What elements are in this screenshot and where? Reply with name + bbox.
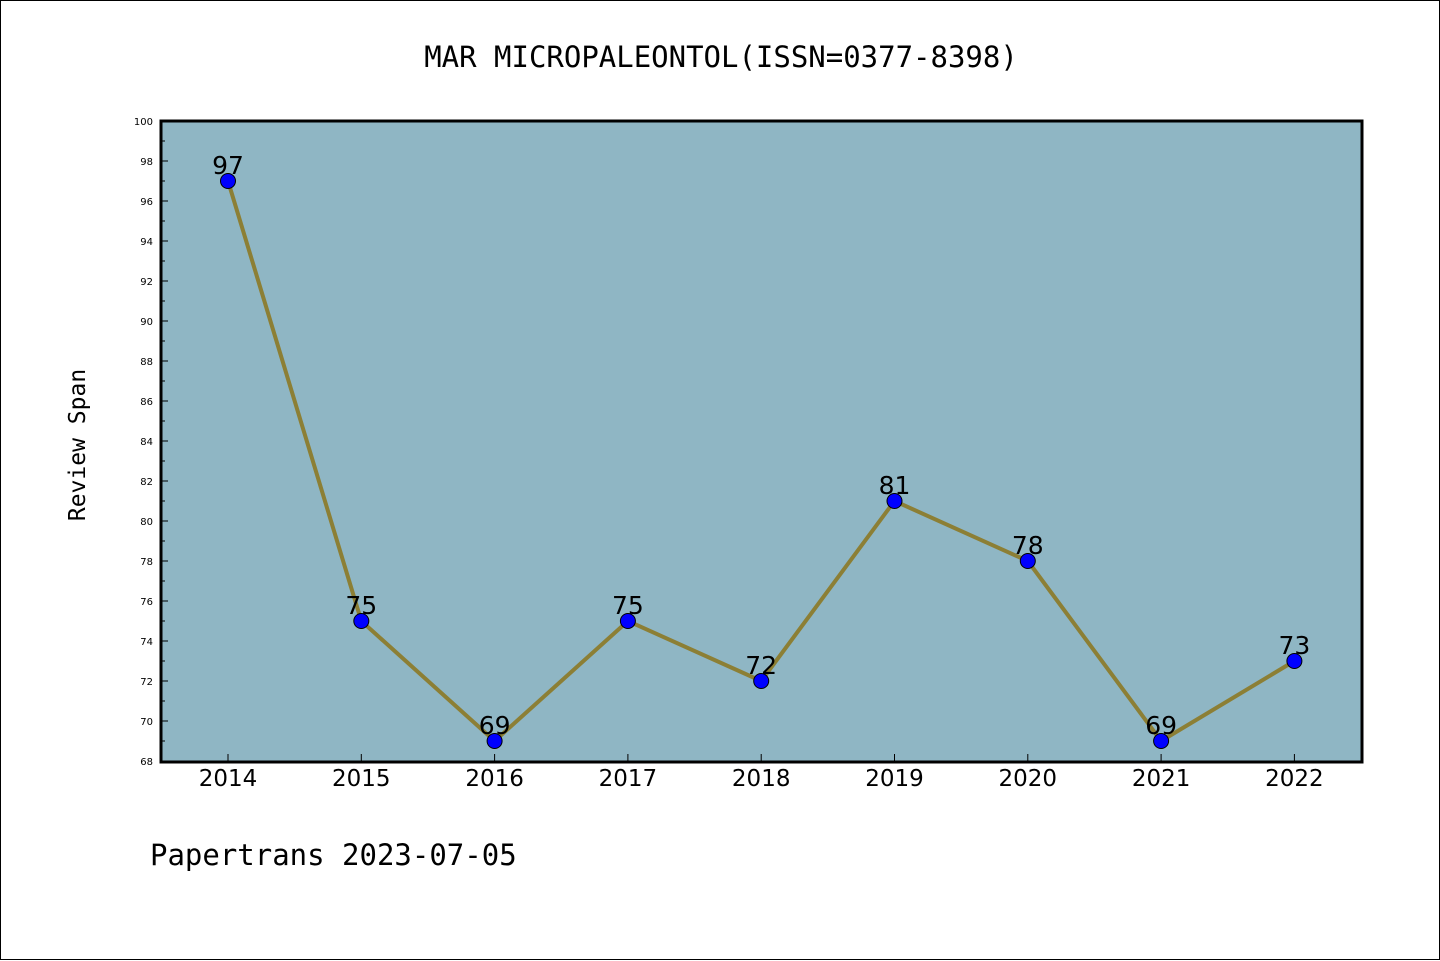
y-tick-label: 94 (140, 237, 153, 248)
y-axis-label: Review Span (65, 369, 91, 521)
data-label: 69 (479, 711, 511, 740)
y-tick-label: 98 (140, 157, 153, 168)
data-point (886, 493, 903, 509)
y-tick-label: 82 (140, 477, 153, 488)
data-point (353, 613, 370, 629)
x-tick-label: 2018 (732, 766, 791, 792)
y-tick-label: 90 (140, 317, 153, 328)
plot-area (161, 121, 1362, 762)
x-tick-label: 2015 (332, 766, 391, 792)
footer-text: Papertrans 2023-07-05 (150, 838, 517, 872)
y-tick-label: 100 (134, 117, 153, 128)
data-label: 75 (345, 591, 377, 620)
data-point (753, 673, 770, 689)
data-label: 78 (1012, 531, 1044, 560)
data-label: 97 (212, 151, 244, 180)
y-tick-label: 74 (140, 637, 153, 648)
y-tick-label: 70 (140, 717, 153, 728)
x-tick-label: 2016 (465, 766, 524, 792)
y-tick-label: 78 (140, 557, 153, 568)
y-tick-label: 68 (140, 757, 153, 768)
y-tick-label: 88 (140, 357, 153, 368)
x-tick-label: 2022 (1265, 766, 1324, 792)
y-tick-label: 86 (140, 397, 153, 408)
data-point (486, 733, 503, 749)
y-tick-label: 72 (140, 677, 153, 688)
data-label: 75 (612, 591, 644, 620)
data-label: 69 (1145, 711, 1177, 740)
plot-border (159, 119, 1364, 764)
chart-marks: 68 70 72 74 76 78 80 82 84 86 88 90 92 94 96 98 100 2014 2… (134, 117, 1324, 792)
y-tick-label: 96 (140, 197, 153, 208)
data-point (1286, 653, 1303, 669)
x-tick-label: 2020 (999, 766, 1058, 792)
x-tick-label: 2014 (199, 766, 258, 792)
data-label: 72 (745, 651, 777, 680)
x-tick-label: 2021 (1132, 766, 1191, 792)
data-point (1019, 553, 1036, 569)
y-tick-label: 84 (140, 437, 153, 448)
x-tick-label: 2017 (599, 766, 658, 792)
x-tick-label: 2019 (865, 766, 924, 792)
data-point (220, 173, 236, 189)
chart-title: MAR MICROPALEONTOL(ISSN=0377-8398) (424, 40, 1018, 74)
data-point (619, 613, 636, 629)
y-tick-label: 80 (140, 517, 153, 528)
y-tick-label: 76 (140, 597, 153, 608)
y-tick-label: 92 (140, 277, 153, 288)
data-point (1153, 733, 1170, 749)
data-label: 81 (879, 471, 911, 500)
data-label: 73 (1278, 631, 1310, 660)
